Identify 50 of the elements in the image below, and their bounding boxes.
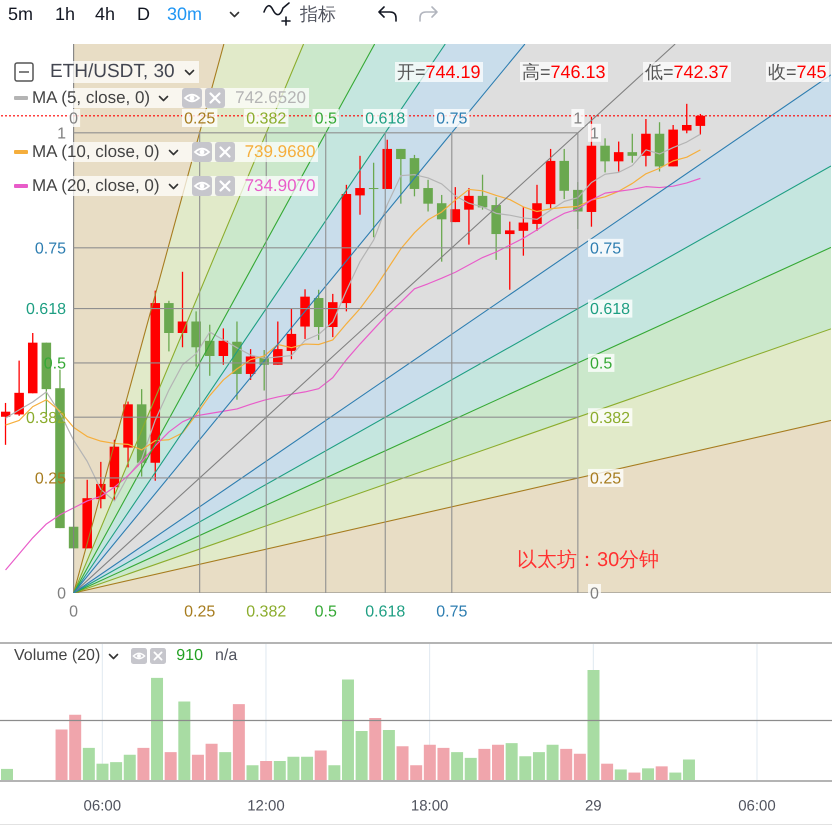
text: n/a [214,647,238,665]
text: 1h [55,4,76,24]
x2-tick-label: 0.618 [365,110,406,128]
text: Volume (20) [14,647,100,665]
annotation: 收=745 [766,62,829,82]
y-tick-label: 1 [590,125,599,142]
x-tick-label: 06:00 [738,797,776,814]
annotation: 高=746.13 [520,62,608,82]
y-tick-label: 0.382 [590,410,630,427]
x-tick-label: 0.382 [246,604,286,621]
y-tick-label: 0.5 [590,356,612,373]
x-tick-label: 0.25 [184,604,216,621]
x-tick-label: 0 [69,604,78,621]
x2-tick-label: 0.25 [184,110,216,128]
x-tick-label: 18:00 [410,797,448,814]
legend-label: MA (10, close, 0) [32,142,160,162]
text: 指标 [300,4,336,24]
x-tick-label: 29 [584,797,602,814]
y2-tick-label: 0 [57,586,66,603]
text: 30m [167,4,202,24]
x-tick-label: 0.5 [314,604,337,621]
y-tick-label: 0 [590,586,599,603]
text: 4h [95,4,116,24]
y-tick-label: 0.75 [590,240,622,258]
x-tick-label: 06:00 [84,797,122,814]
text: 5m [8,4,34,24]
x2-tick-label: 0.5 [314,110,337,128]
annotation: 开=744.19 [395,62,483,82]
annotation: 734.9070 [244,176,316,196]
annotation: 以太坊：30分钟 [517,549,660,571]
x-tick-label: 0.75 [436,604,468,621]
y2-tick-label: 0.618 [26,301,66,318]
x-tick-label: 0.618 [365,604,406,621]
y-tick-label: 0.25 [590,470,622,488]
x2-tick-label: 1 [573,110,582,128]
text: ETH/USDT, 30 [50,61,175,83]
legend-label: MA (5, close, 0) [32,88,150,108]
x2-tick-label: 0.382 [246,110,286,128]
x-tick-label: 12:00 [247,797,285,814]
legend-label: MA (20, close, 0) [32,176,160,196]
annotation: 739.9680 [244,142,316,162]
y2-tick-label: 0.75 [34,240,66,258]
x2-tick-label: 0 [69,110,78,128]
text: 910 [176,647,203,665]
annotation: 低=742.37 [643,62,731,82]
text: D [137,4,150,24]
y2-tick-label: 1 [57,125,66,142]
annotation: 742.6520 [235,88,306,108]
x2-tick-label: 0.75 [436,110,468,128]
y-tick-label: 0.618 [590,301,630,318]
